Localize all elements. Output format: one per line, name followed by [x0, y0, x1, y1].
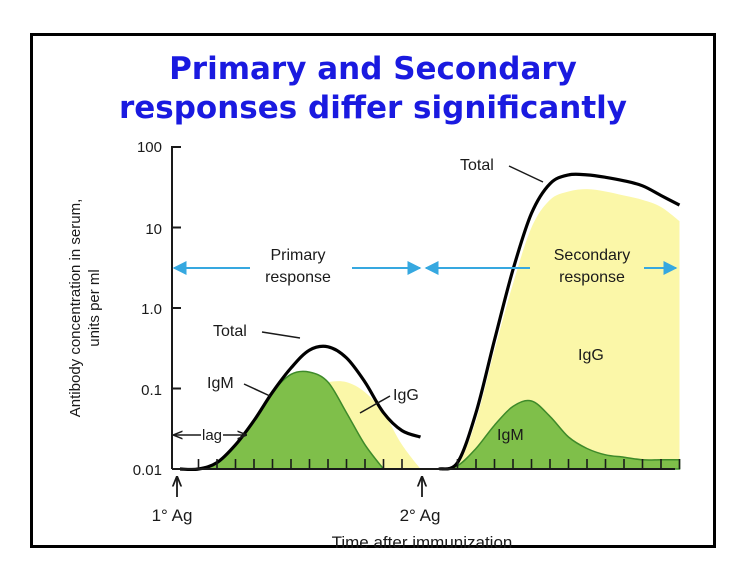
primary-phase-label-line-1: Primary	[270, 247, 325, 264]
title-line-2: responses differ significantly	[118, 90, 628, 126]
primary-total-leader	[261, 331, 301, 339]
primary-igm-label: IgM	[207, 375, 234, 392]
primary-total-curve	[179, 344, 422, 472]
y-tick-label-0-1: 0.1	[141, 382, 162, 399]
primary-igg-label: IgG	[393, 387, 419, 404]
y-tick-label-100: 100	[137, 139, 162, 156]
slide-title: Primary and Secondary responses differ s…	[30, 50, 716, 128]
secondary-total-curve	[438, 172, 681, 471]
y-axis-label-line-1: Antibody concentration in serum,	[67, 199, 84, 417]
secondary-total-label: Total	[460, 157, 494, 174]
secondary-igg-area	[439, 189, 680, 471]
x-axis-ticks	[197, 459, 681, 469]
title-line-1: Primary and Secondary	[169, 51, 577, 87]
x-axis-label: Time after immunization	[332, 533, 513, 552]
primary-phase-label-line-2: response	[265, 269, 331, 286]
secondary-total-leader	[508, 165, 544, 183]
y-tick-label-1: 1.0	[141, 301, 162, 318]
secondary-igm-label: IgM	[497, 427, 524, 444]
secondary-phase-label-line-2: response	[559, 269, 625, 286]
lag-label: lag	[202, 427, 222, 444]
second-antigen-label: 2° Ag	[400, 506, 441, 525]
primary-igm-leader	[243, 383, 271, 397]
y-axis-ticks	[172, 146, 181, 470]
secondary-igg-label: IgG	[578, 347, 604, 364]
y-tick-label-0-01: 0.01	[133, 462, 162, 479]
y-tick-label-10: 10	[145, 221, 162, 238]
secondary-phase-label-line-1: Secondary	[554, 247, 631, 264]
first-antigen-label: 1° Ag	[152, 506, 193, 525]
primary-igg-leader	[359, 395, 391, 414]
y-axis-label-line-2: units per ml	[86, 269, 103, 347]
primary-total-label: Total	[213, 323, 247, 340]
